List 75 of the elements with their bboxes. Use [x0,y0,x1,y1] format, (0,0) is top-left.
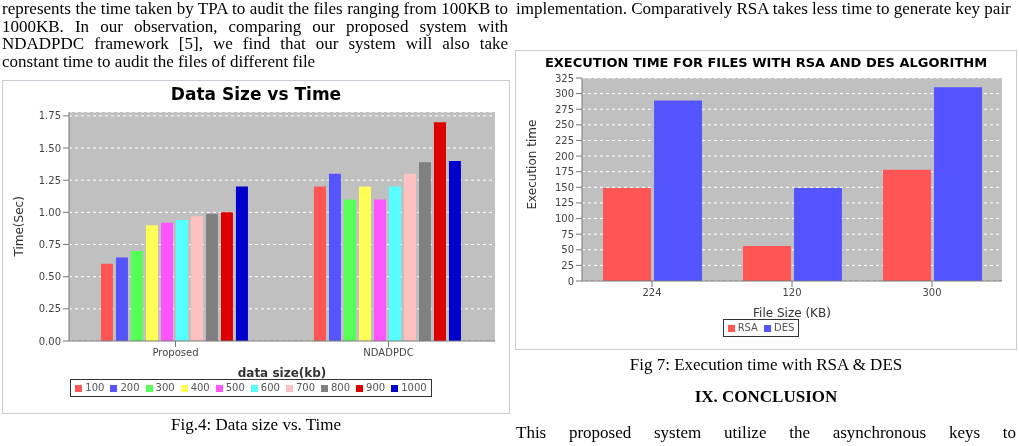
legend-label: RSA [736,321,758,335]
y-tick-label: 0.75 [38,239,61,251]
text: This proposed system utilize the asynchronous keys to [516,423,1016,442]
y-tick-label: 225 [554,135,574,147]
y-tick-label: 1.75 [38,110,61,122]
bar [433,122,446,341]
y-axis-title: Execution time [525,119,540,210]
y-tick-label: 275 [554,103,574,115]
bar [794,187,842,281]
bar [934,87,982,281]
chart-title: Data Size vs Time [169,83,343,106]
x-tick-label: NDADPDC [363,347,414,359]
bar [743,246,791,281]
text: IX. CONCLUSION [693,387,839,406]
legend-label: 100 [84,381,105,395]
legend-label: 200 [119,381,140,395]
y-tick-label: 1.00 [38,206,61,218]
bar [654,100,702,281]
x-axis-title: data size(kb) [237,366,327,380]
bar [448,160,461,341]
legend-label: 600 [259,381,280,395]
bar [235,186,248,341]
bar [373,199,386,341]
bar [115,257,128,341]
x-tick-label: 224 [642,287,662,299]
y-axis-title: Time(Sec) [12,196,27,258]
bar [388,186,401,341]
y-tick-label: 250 [554,119,574,131]
y-tick-label: 200 [554,150,574,162]
bar [145,225,158,341]
y-tick-label: 25 [561,259,574,271]
bar [160,222,173,341]
caption: Fig.4: Data size vs. Time [170,415,342,434]
text: represents the time taken by TPA to audit the files ranging from 100KB to 1000KB. In our observation, comparing our proposed system with NDADPDC framework [5], we find that our system will also take constant time to audit the files of different file [2,0,508,71]
legend-label: 500 [224,381,245,395]
bar [603,187,651,281]
y-tick-label: 0.00 [38,335,61,347]
y-tick-label: 100 [554,213,574,225]
y-tick-label: 325 [554,72,574,84]
bar [190,216,203,341]
y-tick-label: 150 [554,181,574,193]
bar [883,169,931,281]
legend-label: 400 [189,381,210,395]
bar [343,199,356,341]
y-tick-label: 1.50 [38,142,61,154]
y-tick-label: 125 [554,197,574,209]
x-tick-label: Proposed [152,347,199,359]
bar [313,186,326,341]
y-tick-label: 75 [561,228,574,240]
bar [403,173,416,341]
caption: Fig 7: Execution time with RSA & DES [628,355,904,374]
bar [220,212,233,341]
legend-label: 700 [294,381,315,395]
y-tick-label: 0.25 [38,303,61,315]
bar [328,173,341,341]
legend-label: 800 [330,381,351,395]
x-tick-label: 120 [782,287,802,299]
bar [358,186,371,341]
y-tick-label: 0 [567,275,574,287]
x-tick-label: 300 [922,287,942,299]
legend-label: DES [772,321,795,335]
y-tick-label: 300 [554,88,574,100]
bar [100,263,113,341]
text: implementation. Comparatively RSA takes less time to generate key pair [516,0,1012,18]
y-tick-label: 1.25 [38,174,61,186]
bar [130,250,143,341]
y-tick-label: 175 [554,166,574,178]
legend-label: 300 [154,381,175,395]
y-tick-label: 0.50 [38,271,61,283]
y-tick-label: 50 [561,244,574,256]
x-axis-title: File Size (KB) [753,306,831,320]
legend-label: 1000 [400,381,427,395]
legend-label: 900 [365,381,386,395]
bar [175,220,188,341]
chart-title: EXECUTION TIME FOR FILES WITH RSA AND DES ALGORITHM [543,54,989,72]
